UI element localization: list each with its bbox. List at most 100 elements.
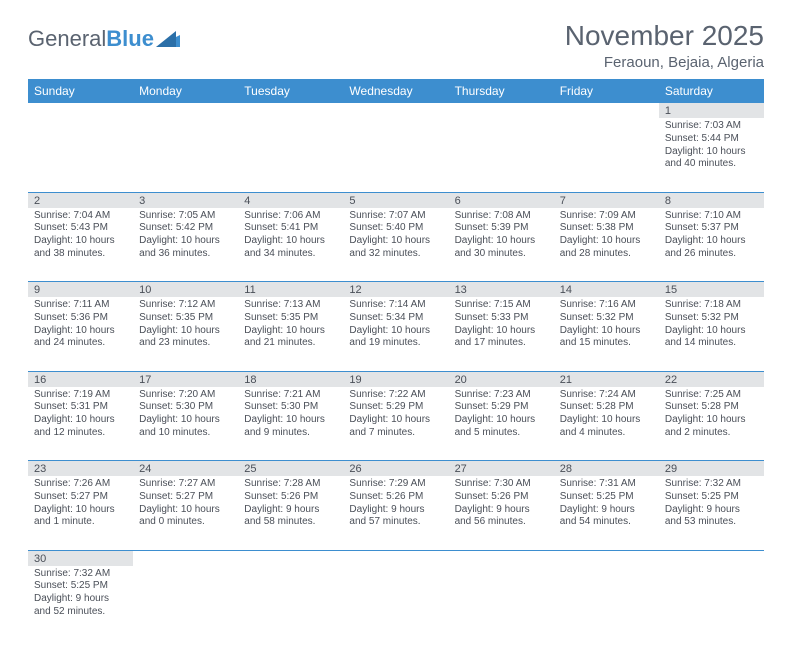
weekday-header: Monday (133, 79, 238, 103)
day-info-cell: Sunrise: 7:13 AMSunset: 5:35 PMDaylight:… (238, 297, 343, 371)
weekday-header: Saturday (659, 79, 764, 103)
day-info-cell: Sunrise: 7:16 AMSunset: 5:32 PMDaylight:… (554, 297, 659, 371)
day-info-cell: Sunrise: 7:22 AMSunset: 5:29 PMDaylight:… (343, 387, 448, 461)
logo-text-b: Blue (106, 26, 154, 52)
day-number-cell: 22 (659, 371, 764, 387)
day-info-cell: Sunrise: 7:08 AMSunset: 5:39 PMDaylight:… (449, 208, 554, 282)
info-row: Sunrise: 7:04 AMSunset: 5:43 PMDaylight:… (28, 208, 764, 282)
day-number-cell (343, 103, 448, 118)
day-info-cell (449, 118, 554, 192)
flag-icon (156, 31, 180, 47)
day-number-cell: 4 (238, 192, 343, 208)
day-info-cell: Sunrise: 7:31 AMSunset: 5:25 PMDaylight:… (554, 476, 659, 550)
day-number-cell: 9 (28, 282, 133, 298)
day-info-cell: Sunrise: 7:23 AMSunset: 5:29 PMDaylight:… (449, 387, 554, 461)
day-info-cell (133, 566, 238, 640)
day-number-cell: 3 (133, 192, 238, 208)
day-number-cell: 5 (343, 192, 448, 208)
day-number-cell: 16 (28, 371, 133, 387)
title-block: November 2025 Feraoun, Bejaia, Algeria (565, 20, 764, 71)
day-number-cell (449, 550, 554, 566)
day-info-cell: Sunrise: 7:14 AMSunset: 5:34 PMDaylight:… (343, 297, 448, 371)
day-number-cell (133, 550, 238, 566)
day-info-cell: Sunrise: 7:24 AMSunset: 5:28 PMDaylight:… (554, 387, 659, 461)
day-info-cell: Sunrise: 7:04 AMSunset: 5:43 PMDaylight:… (28, 208, 133, 282)
daynum-row: 1 (28, 103, 764, 118)
day-number-cell: 24 (133, 461, 238, 477)
day-number-cell: 19 (343, 371, 448, 387)
day-info-cell: Sunrise: 7:05 AMSunset: 5:42 PMDaylight:… (133, 208, 238, 282)
day-number-cell: 2 (28, 192, 133, 208)
day-info-cell: Sunrise: 7:10 AMSunset: 5:37 PMDaylight:… (659, 208, 764, 282)
day-number-cell (28, 103, 133, 118)
day-number-cell: 15 (659, 282, 764, 298)
day-number-cell: 17 (133, 371, 238, 387)
day-info-cell: Sunrise: 7:06 AMSunset: 5:41 PMDaylight:… (238, 208, 343, 282)
day-number-cell: 29 (659, 461, 764, 477)
info-row: Sunrise: 7:11 AMSunset: 5:36 PMDaylight:… (28, 297, 764, 371)
day-number-cell (133, 103, 238, 118)
day-info-cell: Sunrise: 7:32 AMSunset: 5:25 PMDaylight:… (659, 476, 764, 550)
day-number-cell: 11 (238, 282, 343, 298)
info-row: Sunrise: 7:03 AMSunset: 5:44 PMDaylight:… (28, 118, 764, 192)
weekday-header: Sunday (28, 79, 133, 103)
day-number-cell (238, 550, 343, 566)
day-number-cell: 13 (449, 282, 554, 298)
day-info-cell: Sunrise: 7:30 AMSunset: 5:26 PMDaylight:… (449, 476, 554, 550)
day-info-cell: Sunrise: 7:19 AMSunset: 5:31 PMDaylight:… (28, 387, 133, 461)
day-info-cell: Sunrise: 7:20 AMSunset: 5:30 PMDaylight:… (133, 387, 238, 461)
day-info-cell: Sunrise: 7:25 AMSunset: 5:28 PMDaylight:… (659, 387, 764, 461)
calendar-table: SundayMondayTuesdayWednesdayThursdayFrid… (28, 79, 764, 640)
daynum-row: 30 (28, 550, 764, 566)
day-number-cell: 26 (343, 461, 448, 477)
day-number-cell: 23 (28, 461, 133, 477)
day-info-cell: Sunrise: 7:28 AMSunset: 5:26 PMDaylight:… (238, 476, 343, 550)
calendar-page: GeneralBlue November 2025 Feraoun, Bejai… (0, 0, 792, 660)
day-info-cell (238, 566, 343, 640)
day-info-cell (238, 118, 343, 192)
day-info-cell (659, 566, 764, 640)
day-number-cell: 21 (554, 371, 659, 387)
day-info-cell: Sunrise: 7:21 AMSunset: 5:30 PMDaylight:… (238, 387, 343, 461)
day-info-cell: Sunrise: 7:09 AMSunset: 5:38 PMDaylight:… (554, 208, 659, 282)
day-number-cell (238, 103, 343, 118)
day-info-cell (133, 118, 238, 192)
day-number-cell: 30 (28, 550, 133, 566)
day-info-cell: Sunrise: 7:11 AMSunset: 5:36 PMDaylight:… (28, 297, 133, 371)
day-info-cell: Sunrise: 7:07 AMSunset: 5:40 PMDaylight:… (343, 208, 448, 282)
logo-text-a: General (28, 26, 106, 52)
info-row: Sunrise: 7:26 AMSunset: 5:27 PMDaylight:… (28, 476, 764, 550)
daynum-row: 9101112131415 (28, 282, 764, 298)
weekday-header: Thursday (449, 79, 554, 103)
header: GeneralBlue November 2025 Feraoun, Bejai… (28, 20, 764, 71)
day-number-cell: 20 (449, 371, 554, 387)
day-number-cell: 25 (238, 461, 343, 477)
day-info-cell (28, 118, 133, 192)
day-number-cell: 1 (659, 103, 764, 118)
info-row: Sunrise: 7:19 AMSunset: 5:31 PMDaylight:… (28, 387, 764, 461)
day-info-cell: Sunrise: 7:12 AMSunset: 5:35 PMDaylight:… (133, 297, 238, 371)
day-number-cell (554, 550, 659, 566)
day-number-cell: 27 (449, 461, 554, 477)
day-number-cell (659, 550, 764, 566)
day-number-cell: 8 (659, 192, 764, 208)
daynum-row: 23242526272829 (28, 461, 764, 477)
day-info-cell (554, 118, 659, 192)
day-number-cell: 14 (554, 282, 659, 298)
weekday-header: Tuesday (238, 79, 343, 103)
day-number-cell (554, 103, 659, 118)
logo: GeneralBlue (28, 20, 180, 52)
daynum-row: 16171819202122 (28, 371, 764, 387)
info-row: Sunrise: 7:32 AMSunset: 5:25 PMDaylight:… (28, 566, 764, 640)
weekday-header: Friday (554, 79, 659, 103)
day-number-cell: 18 (238, 371, 343, 387)
day-number-cell (449, 103, 554, 118)
month-title: November 2025 (565, 20, 764, 52)
day-info-cell: Sunrise: 7:03 AMSunset: 5:44 PMDaylight:… (659, 118, 764, 192)
weekday-header: Wednesday (343, 79, 448, 103)
day-number-cell: 7 (554, 192, 659, 208)
day-info-cell (343, 118, 448, 192)
day-info-cell: Sunrise: 7:29 AMSunset: 5:26 PMDaylight:… (343, 476, 448, 550)
day-info-cell (343, 566, 448, 640)
day-number-cell: 12 (343, 282, 448, 298)
